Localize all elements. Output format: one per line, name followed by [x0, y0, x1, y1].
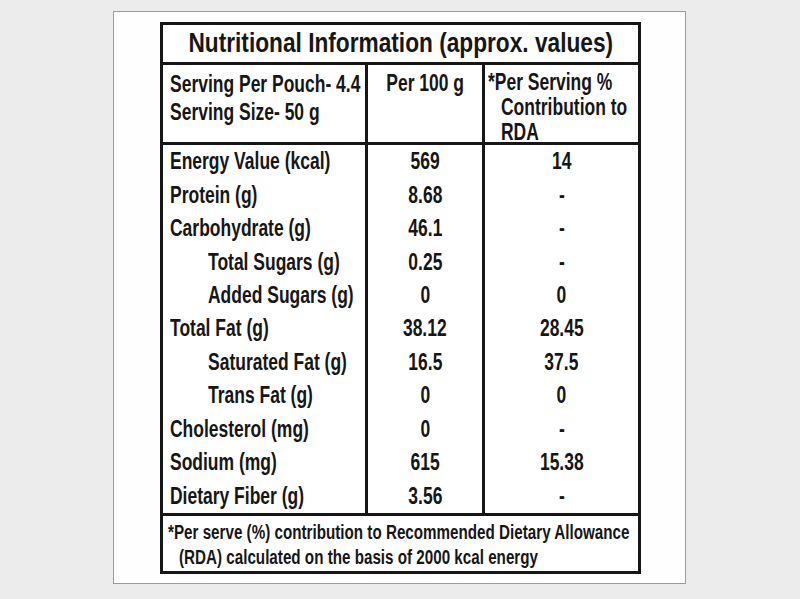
table-title-row: Nutritional Information (approx. values)	[163, 25, 638, 65]
rda-percent-value: 0	[485, 379, 638, 412]
per-100g-value: 615	[365, 446, 485, 479]
rda-header-line-3: RDA	[501, 120, 539, 145]
per-100g-value: 0	[365, 279, 485, 312]
table-footnote: *Per serve (%) contribution to Recommend…	[163, 516, 638, 571]
table-row: Energy Value (kcal)56914	[163, 145, 638, 178]
per-100g-value: 38.12	[365, 312, 485, 345]
nutrient-label: Dietary Fiber (g)	[163, 480, 365, 513]
rda-percent-value: -	[485, 212, 638, 245]
rda-percent-value: 0	[485, 279, 638, 312]
table-row: Trans Fat (g)00	[163, 379, 638, 412]
nutrient-label: Trans Fat (g)	[163, 379, 365, 412]
nutrient-label: Total Sugars (g)	[163, 245, 365, 278]
table-row: Sodium (mg)61515.38	[163, 446, 638, 479]
header-serving-info: Serving Per Pouch- 4.4 Serving Size- 50 …	[163, 65, 365, 145]
table-row: Total Sugars (g)0.25-	[163, 245, 638, 278]
rda-percent-value: -	[485, 413, 638, 446]
header-rda-contribution: *Per Serving % Contribution to RDA	[485, 65, 667, 145]
rda-percent-value: 37.5	[485, 346, 638, 379]
per-100g-value: 0.25	[365, 245, 485, 278]
table-row: Added Sugars (g)00	[163, 279, 638, 312]
per-100g-value: 46.1	[365, 212, 485, 245]
rda-header-line-1: *Per Serving %	[488, 70, 612, 95]
table-header-row: Serving Per Pouch- 4.4 Serving Size- 50 …	[163, 65, 638, 145]
nutrient-label: Saturated Fat (g)	[163, 346, 365, 379]
table-row: Protein (g)8.68-	[163, 178, 638, 211]
table-row: Saturated Fat (g)16.537.5	[163, 346, 638, 379]
table-row: Cholesterol (mg)0-	[163, 413, 638, 446]
per-100g-value: 3.56	[365, 480, 485, 513]
nutrition-table: Nutritional Information (approx. values)…	[160, 22, 641, 574]
nutrient-label: Carbohydrate (g)	[163, 212, 365, 245]
footnote-line-2: (RDA) calculated on the basis of 2000 kc…	[179, 545, 538, 570]
per-100g-value: 0	[365, 379, 485, 412]
per-100g-value: 0	[365, 413, 485, 446]
per-100g-value: 16.5	[365, 346, 485, 379]
per-100g-value: 8.68	[365, 178, 485, 211]
per-100g-value: 569	[365, 145, 485, 178]
nutrient-label: Cholesterol (mg)	[163, 413, 365, 446]
rda-percent-value: -	[485, 178, 638, 211]
rda-percent-value: 28.45	[485, 312, 638, 345]
label-card: Nutritional Information (approx. values)…	[113, 11, 686, 584]
serving-size: Serving Size- 50 g	[170, 98, 320, 126]
nutrient-label: Energy Value (kcal)	[163, 145, 365, 178]
nutrient-label: Total Fat (g)	[163, 312, 365, 345]
page-background: Nutritional Information (approx. values)…	[0, 0, 800, 599]
table-title: Nutritional Information (approx. values)	[188, 28, 613, 59]
table-row: Carbohydrate (g)46.1-	[163, 212, 638, 245]
rda-header-line-2: Contribution to	[501, 95, 627, 120]
table-row: Dietary Fiber (g)3.56-	[163, 480, 638, 513]
nutrient-label: Sodium (mg)	[163, 446, 365, 479]
table-row: Total Fat (g)38.1228.45	[163, 312, 638, 345]
footnote-line-1: *Per serve (%) contribution to Recommend…	[168, 520, 629, 545]
serving-per-pouch: Serving Per Pouch- 4.4	[170, 70, 360, 98]
rda-percent-value: -	[485, 480, 638, 513]
table-body: Energy Value (kcal)56914Protein (g)8.68-…	[163, 145, 638, 516]
nutrient-label: Added Sugars (g)	[163, 279, 365, 312]
header-per-100g: Per 100 g	[365, 65, 485, 145]
rda-percent-value: -	[485, 245, 638, 278]
nutrient-label: Protein (g)	[163, 178, 365, 211]
rda-percent-value: 14	[485, 145, 638, 178]
rda-percent-value: 15.38	[485, 446, 638, 479]
